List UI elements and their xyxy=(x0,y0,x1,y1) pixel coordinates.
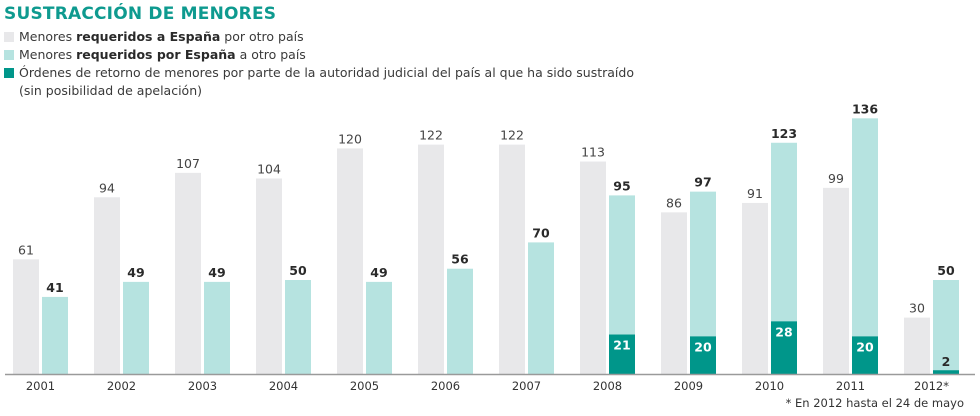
bar-requeridos-a-espana xyxy=(499,144,525,374)
legend-text-pre: Órdenes de retorno de menores por parte … xyxy=(19,65,634,80)
x-tick-label: 2009 xyxy=(674,379,703,393)
data-label-requeridos-a-espana: 91 xyxy=(747,186,763,201)
legend-item-ordenes-retorno: Órdenes de retorno de menores por parte … xyxy=(4,64,634,100)
data-label-requeridos-a-espana: 99 xyxy=(828,171,844,186)
bar-requeridos-a-espana xyxy=(661,212,687,374)
data-label-requeridos-a-espana: 122 xyxy=(419,128,443,143)
data-label-requeridos-a-espana: 122 xyxy=(500,128,524,143)
data-label-requeridos-por-espana: 49 xyxy=(370,265,387,280)
bar-requeridos-por-espana xyxy=(528,242,554,374)
bar-requeridos-a-espana xyxy=(337,148,363,374)
legend: Menores requeridos a España por otro paí… xyxy=(4,28,634,100)
bar-requeridos-a-espana xyxy=(904,317,930,374)
x-tick-label: 2010 xyxy=(755,379,784,393)
data-label-requeridos-por-espana: 50 xyxy=(937,263,955,278)
bar-ordenes-retorno xyxy=(933,370,959,374)
data-label-requeridos-por-espana: 123 xyxy=(771,126,797,141)
legend-text-line2: (sin posibilidad de apelación) xyxy=(19,83,202,98)
bar-requeridos-por-espana xyxy=(366,281,392,374)
legend-text-bold: requeridos a España xyxy=(76,29,221,44)
data-label-requeridos-por-espana: 97 xyxy=(694,175,711,190)
legend-swatch xyxy=(4,50,14,60)
chart-title: SUSTRACCIÓN DE MENORES xyxy=(4,4,277,24)
bar-requeridos-por-espana xyxy=(285,280,311,374)
bar-ordenes-retorno xyxy=(852,336,878,374)
legend-text-post: a otro país xyxy=(235,47,306,62)
data-label-requeridos-a-espana: 86 xyxy=(666,195,682,210)
bar-requeridos-a-espana xyxy=(418,144,444,374)
data-label-requeridos-por-espana: 56 xyxy=(451,252,469,267)
data-label-ordenes-retorno: 2 xyxy=(942,354,951,369)
data-label-requeridos-por-espana: 136 xyxy=(852,101,878,116)
legend-text-bold: requeridos por España xyxy=(76,47,236,62)
bar-requeridos-por-espana xyxy=(447,268,473,374)
legend-text-pre: Menores xyxy=(19,29,77,44)
data-label-requeridos-por-espana: 50 xyxy=(289,263,307,278)
bar-requeridos-a-espana xyxy=(13,259,39,374)
bar-requeridos-a-espana xyxy=(823,187,849,374)
bar-requeridos-por-espana xyxy=(123,281,149,374)
legend-label: Órdenes de retorno de menores por parte … xyxy=(19,64,634,100)
x-tick-label: 2004 xyxy=(269,379,298,393)
data-label-ordenes-retorno: 20 xyxy=(694,339,712,354)
bar-requeridos-a-espana xyxy=(94,197,120,374)
bar-requeridos-a-espana xyxy=(580,161,606,374)
data-label-ordenes-retorno: 28 xyxy=(775,324,792,339)
bar-ordenes-retorno xyxy=(609,334,635,374)
x-tick-label: 2005 xyxy=(350,379,379,393)
legend-item-requeridos-a-espana: Menores requeridos a España por otro paí… xyxy=(4,28,634,46)
bar-ordenes-retorno xyxy=(771,321,797,374)
x-tick-label: 2003 xyxy=(188,379,217,393)
data-label-requeridos-por-espana: 49 xyxy=(127,265,144,280)
data-label-requeridos-a-espana: 30 xyxy=(909,301,925,316)
data-label-requeridos-a-espana: 104 xyxy=(257,161,281,176)
data-label-requeridos-a-espana: 61 xyxy=(18,242,34,257)
bar-requeridos-a-espana xyxy=(742,202,768,374)
data-label-requeridos-a-espana: 120 xyxy=(338,131,362,146)
legend-swatch xyxy=(4,32,14,42)
data-label-requeridos-por-espana: 41 xyxy=(46,280,63,295)
bar-requeridos-por-espana xyxy=(42,296,68,374)
legend-swatch xyxy=(4,68,14,78)
x-tick-label: 2002 xyxy=(107,379,136,393)
bar-requeridos-por-espana xyxy=(933,280,959,374)
legend-text-pre: Menores xyxy=(19,47,77,62)
data-label-requeridos-por-espana: 95 xyxy=(613,178,630,193)
x-tick-label: 2011 xyxy=(836,379,865,393)
data-label-requeridos-a-espana: 94 xyxy=(99,180,115,195)
bar-requeridos-a-espana xyxy=(256,178,282,374)
data-label-ordenes-retorno: 21 xyxy=(613,338,630,353)
legend-label: Menores requeridos por España a otro paí… xyxy=(19,46,306,64)
legend-label: Menores requeridos a España por otro paí… xyxy=(19,28,304,46)
data-label-requeridos-por-espana: 49 xyxy=(208,265,225,280)
x-tick-label: 2012* xyxy=(914,379,949,393)
x-tick-label: 2007 xyxy=(512,379,541,393)
footnote: * En 2012 hasta el 24 de mayo xyxy=(785,396,964,410)
x-tick-label: 2006 xyxy=(431,379,460,393)
bar-requeridos-por-espana xyxy=(204,281,230,374)
legend-item-requeridos-por-espana: Menores requeridos por España a otro paí… xyxy=(4,46,634,64)
data-label-requeridos-a-espana: 107 xyxy=(176,156,200,171)
x-tick-label: 2008 xyxy=(593,379,622,393)
data-label-ordenes-retorno: 20 xyxy=(856,339,874,354)
data-label-requeridos-por-espana: 70 xyxy=(532,225,550,240)
legend-text-post: por otro país xyxy=(220,29,304,44)
x-tick-label: 2001 xyxy=(26,379,55,393)
bar-ordenes-retorno xyxy=(690,336,716,374)
bar-requeridos-por-espana xyxy=(852,118,878,374)
data-label-requeridos-a-espana: 113 xyxy=(581,145,605,160)
bar-requeridos-a-espana xyxy=(175,172,201,374)
